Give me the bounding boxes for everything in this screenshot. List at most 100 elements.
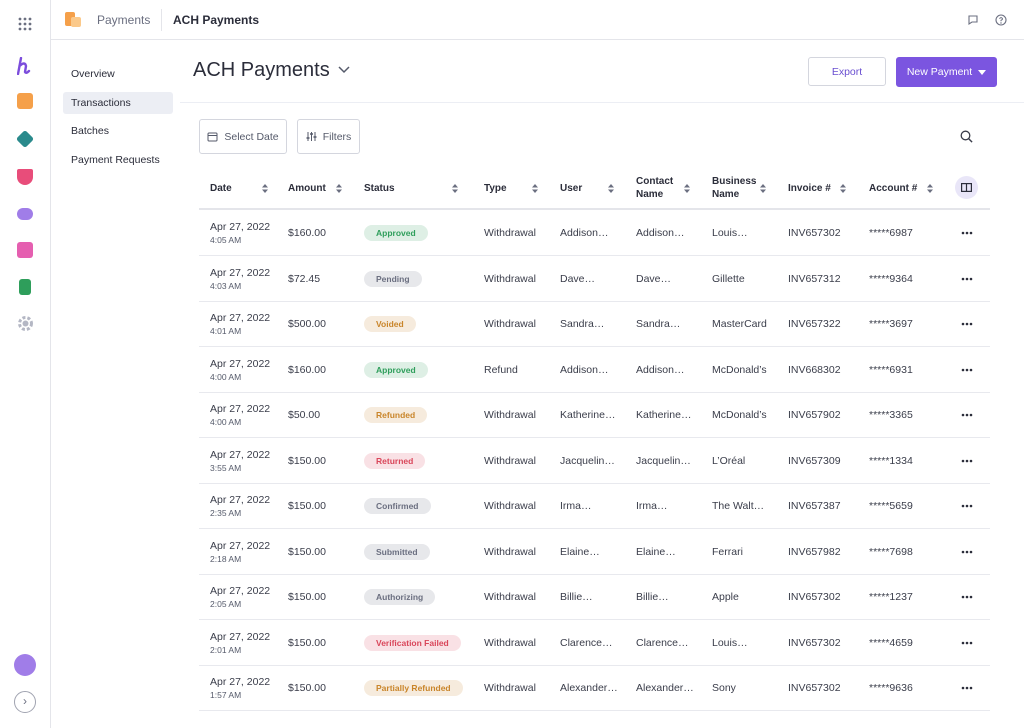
button-label: Filters <box>322 130 352 143</box>
column-header[interactable]: Amount <box>288 168 358 208</box>
nav-icon[interactable] <box>17 169 33 185</box>
column-header[interactable]: Type <box>484 168 554 208</box>
sort-icon <box>840 183 846 193</box>
time: 4:00 AM <box>210 371 242 382</box>
nav-icon[interactable] <box>17 208 33 220</box>
status-badge: Approved <box>364 361 428 378</box>
row-actions[interactable] <box>960 226 974 238</box>
user: Addison… <box>560 363 609 376</box>
date: Apr 27, 2022 <box>210 312 271 324</box>
row-actions[interactable] <box>960 272 974 284</box>
business: L’Oréal <box>712 454 746 467</box>
row-divider <box>199 528 990 529</box>
column-header[interactable]: Contact Name <box>636 168 706 208</box>
column-header[interactable]: Date <box>210 168 284 208</box>
row-actions[interactable] <box>960 408 974 420</box>
type: Refund <box>484 363 518 376</box>
settings-icon[interactable] <box>17 315 34 332</box>
time: 2:18 AM <box>210 553 242 564</box>
invoice: INV657902 <box>788 409 841 421</box>
row-actions[interactable] <box>960 636 974 648</box>
more-icon <box>961 322 973 326</box>
type: Withdrawal <box>484 409 536 421</box>
row-actions[interactable] <box>960 499 974 511</box>
app-icon <box>65 12 75 26</box>
nav-icon[interactable] <box>17 93 33 109</box>
column-header[interactable]: User <box>560 168 630 208</box>
amount: $150.00 <box>288 591 326 603</box>
contact: Katherine… <box>636 409 692 421</box>
time: 3:55 AM <box>210 462 242 473</box>
row-actions[interactable] <box>960 681 974 693</box>
expand-button[interactable]: › <box>14 691 36 713</box>
title-dropdown[interactable] <box>338 66 350 74</box>
account: *****9636 <box>869 682 913 694</box>
nav-item[interactable]: Payment Requests <box>71 153 160 166</box>
nav-icon[interactable] <box>19 279 31 295</box>
filters-button[interactable]: Filters <box>297 119 360 154</box>
column-header[interactable]: Account # <box>869 168 949 208</box>
status-badge: Voided <box>364 316 416 332</box>
invoice: INV657322 <box>788 318 841 330</box>
more-icon <box>961 550 973 553</box>
breadcrumb-app[interactable]: Payments <box>97 13 151 27</box>
date: Apr 27, 2022 <box>210 448 271 461</box>
help-icon[interactable] <box>995 14 1007 26</box>
type: Withdrawal <box>484 227 536 239</box>
caret <box>978 69 987 75</box>
amount: $150.00 <box>288 682 326 694</box>
amount: $150.00 <box>288 500 326 512</box>
column-header[interactable]: Status <box>364 168 474 208</box>
more-icon <box>961 277 973 280</box>
business: Louis… <box>712 636 748 649</box>
logo[interactable] <box>17 57 33 75</box>
time: 4:00 AM <box>210 417 242 427</box>
row-actions[interactable] <box>960 545 974 557</box>
user: Alexander… <box>560 682 618 694</box>
account: *****4659 <box>869 636 913 649</box>
invoice: INV657312 <box>788 272 841 285</box>
date-filter[interactable]: Select Date <box>199 119 287 154</box>
date: Apr 27, 2022 <box>210 630 271 643</box>
avatar[interactable] <box>14 654 36 676</box>
search-icon[interactable] <box>960 130 973 143</box>
row-actions[interactable] <box>960 317 974 329</box>
chat-icon[interactable] <box>967 14 979 26</box>
business: The Walt… <box>712 500 765 512</box>
nav-item[interactable]: Batches <box>71 125 109 137</box>
business: MasterCard <box>712 318 767 330</box>
button-label: Select Date <box>224 130 279 143</box>
contact: Addison… <box>636 363 685 376</box>
contact: Jacquelin… <box>636 454 691 467</box>
type: Withdrawal <box>484 272 536 285</box>
contact: Billie… <box>636 591 669 603</box>
nav-icon[interactable] <box>17 242 33 258</box>
column-header[interactable]: Business Name <box>712 168 782 208</box>
business: Sony <box>712 682 736 694</box>
row-divider <box>199 300 990 302</box>
user: Sandra… <box>560 318 605 330</box>
column-header[interactable]: Invoice # <box>788 168 862 208</box>
contact: Alexander… <box>636 682 694 694</box>
nav-item[interactable]: Transactions <box>63 91 173 114</box>
button-label: New Payment <box>906 66 973 78</box>
invoice: INV668302 <box>788 363 841 376</box>
apps-icon[interactable] <box>18 17 32 31</box>
date: Apr 27, 2022 <box>210 494 271 506</box>
nav-item[interactable]: Overview <box>71 68 115 80</box>
more-icon <box>961 504 973 508</box>
row-divider <box>199 391 990 393</box>
new-payment-button[interactable]: New Payment <box>896 57 997 87</box>
columns-toggle[interactable] <box>955 176 978 199</box>
row-actions[interactable] <box>960 363 974 375</box>
row-actions[interactable] <box>960 590 974 602</box>
amount: $50.00 <box>288 409 321 421</box>
user: Billie… <box>560 591 593 603</box>
status-badge: Authorizing <box>364 589 436 605</box>
invoice: INV657302 <box>788 682 841 694</box>
nav-icon[interactable] <box>15 129 35 149</box>
export-button[interactable]: Export <box>808 57 886 86</box>
time: 4:03 AM <box>210 280 242 291</box>
type: Withdrawal <box>484 682 536 694</box>
row-actions[interactable] <box>960 454 974 466</box>
